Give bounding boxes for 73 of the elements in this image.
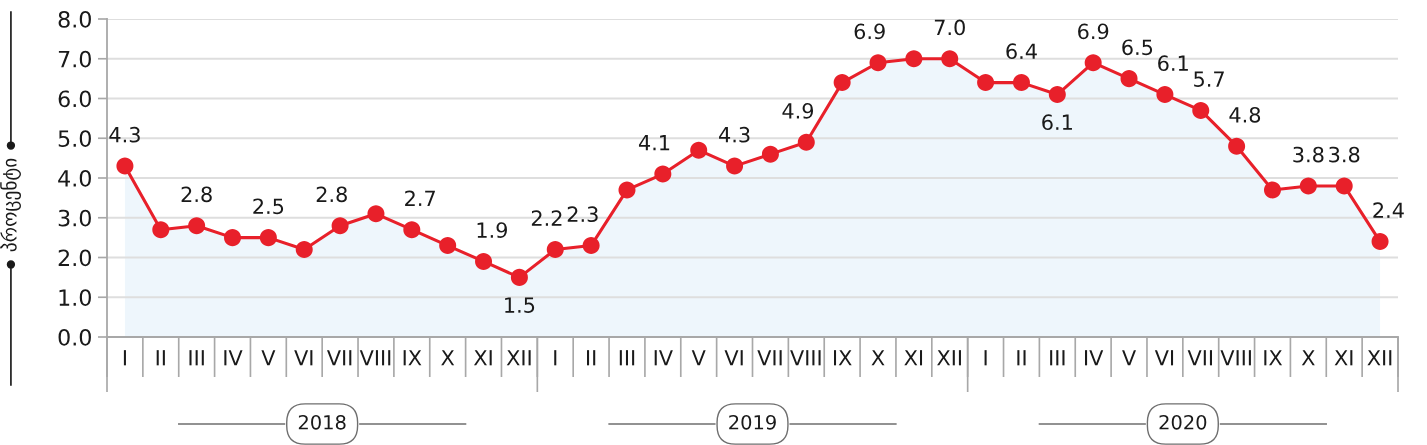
y-tick-label: 7.0	[58, 50, 91, 68]
data-label: 3.8	[1329, 146, 1360, 163]
data-label: 6.4	[1006, 43, 1037, 60]
data-label: 7.0	[934, 19, 965, 36]
y-tick-label: 8.0	[58, 10, 91, 28]
x-tick-label: IX	[1264, 350, 1283, 366]
data-label: 4.3	[109, 126, 140, 143]
y-tick-label: 6.0	[58, 90, 91, 108]
data-label: 2.4	[1373, 202, 1404, 218]
x-tick-label: IV	[224, 350, 243, 366]
data-label: 4.3	[719, 126, 750, 143]
x-tick-label: XII	[506, 350, 531, 366]
data-label: 6.1	[1042, 114, 1072, 131]
text: 2020	[1159, 414, 1207, 430]
text: 2019	[729, 414, 776, 430]
x-tick-label: X	[871, 350, 885, 366]
x-tick-label: VIII	[359, 350, 391, 366]
x-tick-label: III	[1050, 350, 1065, 366]
x-tick-label: VII	[757, 350, 782, 366]
data-label: 6.5	[1122, 39, 1153, 56]
data-label: 2.2	[531, 210, 562, 226]
data-label: 6.9	[854, 23, 885, 40]
y-axis-title: პროცენტი	[0, 158, 21, 252]
y-tick-label: 3.0	[58, 209, 91, 227]
data-label: 4.1	[638, 135, 670, 151]
x-tick-label: III	[619, 350, 635, 366]
data-label: 2.7	[405, 190, 435, 206]
x-tick-label: VI	[294, 350, 313, 366]
data-label: 2.8	[316, 186, 347, 203]
y-tick-label: 4.0	[58, 169, 91, 187]
data-label: 4.9	[782, 102, 814, 119]
data-label: 4.8	[1229, 106, 1261, 123]
x-tick-label: XI	[904, 350, 923, 366]
text: 2018	[298, 414, 346, 430]
x-tick-label: VIII	[1220, 350, 1251, 366]
x-tick-label: IV	[1085, 350, 1104, 366]
x-tick-label: IV	[654, 350, 673, 366]
data-label: 2.3	[567, 206, 598, 223]
data-label: 5.7	[1194, 71, 1224, 87]
data-label: 2.8	[181, 186, 212, 203]
data-label: 6.1	[1158, 55, 1188, 72]
x-tick-label: I	[554, 350, 557, 366]
x-tick-label: II	[1017, 350, 1026, 366]
data-label: 3.8	[1293, 146, 1324, 163]
x-tick-label: I	[984, 350, 987, 366]
y-tick-label: 5.0	[58, 130, 91, 148]
x-tick-label: XII	[1367, 350, 1392, 366]
x-tick-label: X	[1301, 350, 1315, 366]
x-tick-label: V	[1122, 350, 1136, 366]
x-tick-label: IX	[403, 350, 422, 366]
x-tick-label: II	[587, 350, 596, 366]
x-tick-label: V	[691, 350, 706, 366]
y-tick-label: 0.0	[58, 328, 91, 346]
x-tick-label: VII	[1187, 350, 1212, 366]
data-label: 1.9	[477, 222, 507, 238]
x-tick-label: XI	[473, 350, 492, 366]
x-tick-label: I	[123, 350, 126, 366]
x-tick-label: VII	[326, 350, 352, 366]
x-tick-label: VI	[724, 350, 743, 366]
x-tick-label: V	[261, 350, 276, 366]
x-tick-label: III	[189, 350, 204, 366]
x-tick-label: IX	[833, 350, 852, 366]
x-tick-label: XII	[937, 350, 961, 366]
x-tick-label: II	[156, 350, 165, 366]
data-label: 6.9	[1078, 23, 1109, 40]
data-label: 2.5	[253, 198, 284, 215]
x-tick-label: VIII	[790, 350, 821, 366]
x-tick-label: XI	[1334, 350, 1353, 366]
x-tick-label: VI	[1154, 350, 1174, 366]
y-tick-label: 1.0	[59, 289, 91, 307]
data-label: 1.5	[505, 297, 535, 313]
y-tick-label: 2.0	[58, 249, 91, 267]
x-tick-label: X	[441, 350, 455, 366]
